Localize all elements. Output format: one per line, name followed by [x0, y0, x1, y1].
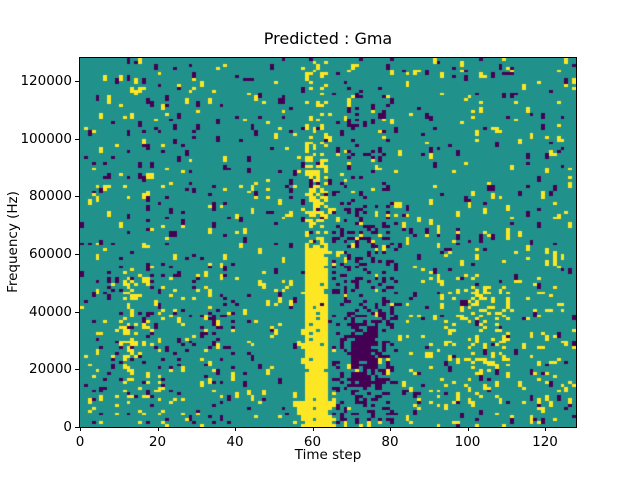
x-tick-mark: [468, 427, 469, 431]
x-tick-mark: [80, 427, 81, 431]
x-tick-label: 40: [226, 434, 244, 450]
x-tick-label: 120: [532, 434, 558, 450]
y-tick-label: 60000: [29, 246, 72, 263]
x-tick-label: 20: [148, 434, 167, 450]
x-tick-mark: [235, 427, 236, 431]
y-tick-mark: [75, 254, 79, 255]
x-tick-label: 80: [381, 434, 399, 450]
x-tick-mark: [158, 427, 159, 431]
y-tick-mark: [75, 427, 79, 428]
x-tick-mark: [545, 427, 546, 431]
x-axis-label: Time step: [294, 447, 362, 463]
x-tick-mark: [313, 427, 314, 431]
y-tick-mark: [75, 139, 79, 140]
x-tick-label: 100: [454, 434, 481, 450]
plot-area: [79, 57, 577, 428]
y-tick-label: 80000: [29, 188, 72, 205]
y-tick-mark: [75, 196, 79, 197]
chart-title: Predicted : Gma: [263, 29, 393, 48]
x-tick-label: 60: [303, 434, 322, 450]
y-tick-mark: [75, 312, 79, 313]
y-tick-label: 20000: [29, 361, 72, 378]
y-tick-mark: [75, 81, 79, 82]
y-axis-label: Frequency (Hz): [5, 191, 21, 293]
y-tick-mark: [75, 369, 79, 370]
x-tick-mark: [390, 427, 391, 431]
y-tick-label: 120000: [20, 73, 72, 90]
y-tick-label: 40000: [29, 303, 72, 320]
heatmap-canvas: [80, 58, 576, 427]
y-tick-label: 100000: [20, 130, 72, 147]
x-tick-label: 0: [75, 434, 85, 450]
y-tick-label: 0: [63, 419, 72, 435]
